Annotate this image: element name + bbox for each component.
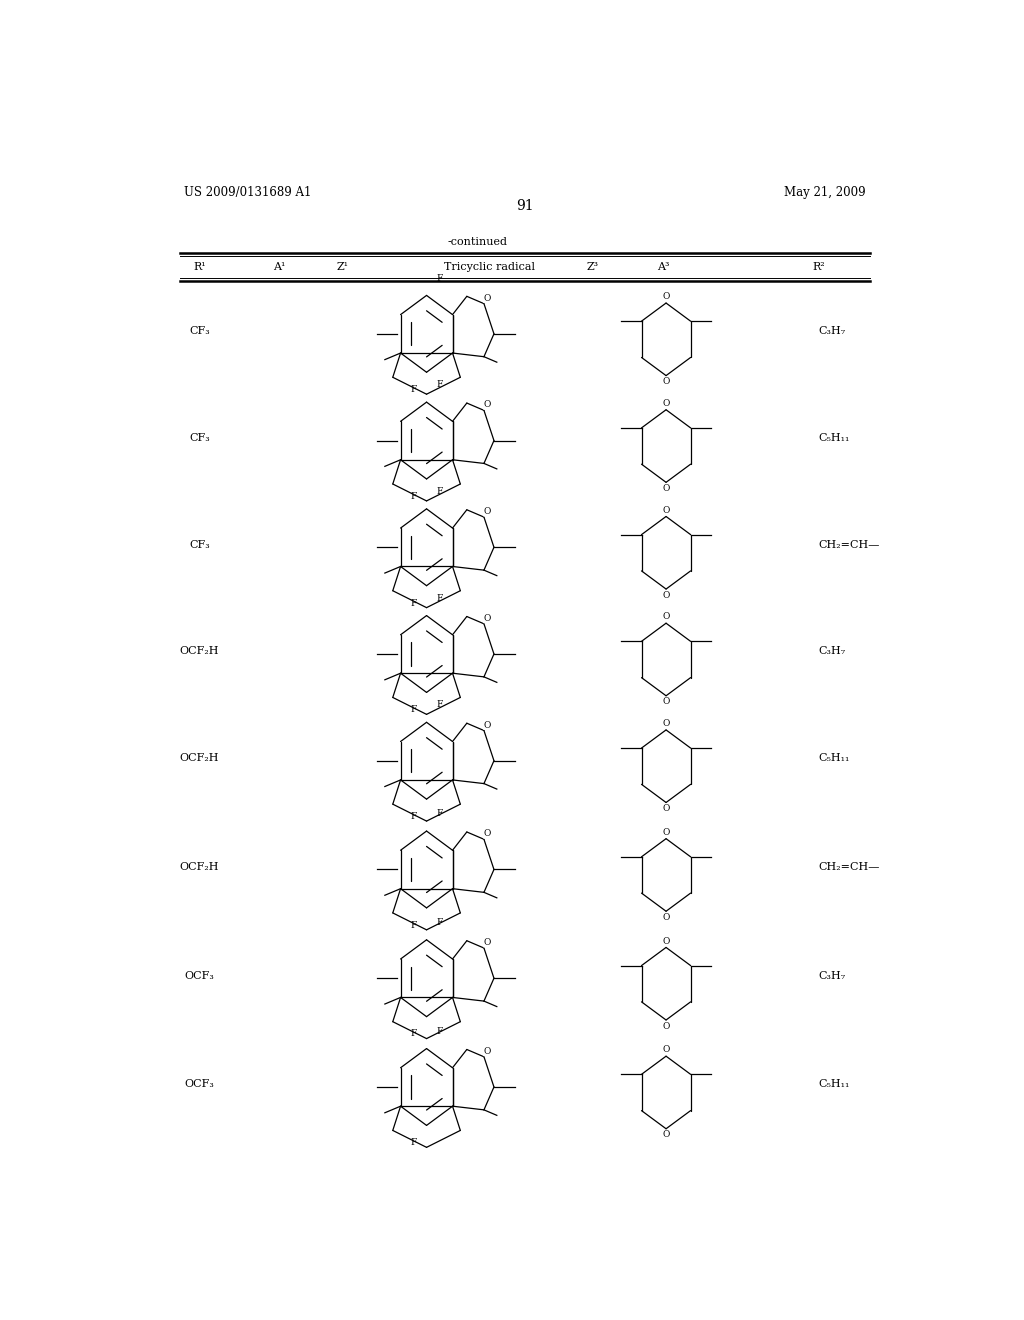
Text: O: O	[483, 1047, 492, 1056]
Text: F: F	[436, 917, 442, 927]
Text: O: O	[663, 399, 670, 408]
Text: F: F	[411, 385, 417, 395]
Text: O: O	[663, 506, 670, 515]
Text: O: O	[663, 591, 670, 599]
Text: O: O	[663, 828, 670, 837]
Text: F: F	[411, 812, 417, 821]
Text: O: O	[483, 721, 492, 730]
Text: May 21, 2009: May 21, 2009	[784, 186, 866, 199]
Text: F: F	[436, 809, 442, 818]
Text: F: F	[411, 705, 417, 714]
Text: C₅H₁₁: C₅H₁₁	[818, 754, 850, 763]
Text: F: F	[436, 380, 442, 389]
Text: OCF₂H: OCF₂H	[179, 862, 219, 871]
Text: -continued: -continued	[447, 236, 507, 247]
Text: F: F	[411, 598, 417, 607]
Text: CH₂=CH—: CH₂=CH—	[818, 540, 880, 549]
Text: O: O	[663, 719, 670, 729]
Text: C₃H₇: C₃H₇	[818, 647, 846, 656]
Text: F: F	[411, 921, 417, 929]
Text: F: F	[411, 1138, 417, 1147]
Text: R¹: R¹	[194, 263, 206, 272]
Text: O: O	[663, 1022, 670, 1031]
Text: O: O	[663, 1130, 670, 1139]
Text: CF₃: CF₃	[189, 433, 210, 444]
Text: C₅H₁₁: C₅H₁₁	[818, 1080, 850, 1089]
Text: C₃H₇: C₃H₇	[818, 970, 846, 981]
Text: F: F	[436, 701, 442, 709]
Text: O: O	[483, 293, 492, 302]
Text: R²: R²	[812, 263, 824, 272]
Text: OCF₂H: OCF₂H	[179, 647, 219, 656]
Text: O: O	[663, 804, 670, 813]
Text: CF₃: CF₃	[189, 540, 210, 549]
Text: F: F	[411, 492, 417, 500]
Text: O: O	[483, 939, 492, 946]
Text: Tricyclic radical: Tricyclic radical	[443, 263, 535, 272]
Text: Z¹: Z¹	[336, 263, 348, 272]
Text: F: F	[436, 594, 442, 603]
Text: O: O	[663, 1045, 670, 1055]
Text: O: O	[483, 400, 492, 409]
Text: F: F	[436, 1027, 442, 1036]
Text: US 2009/0131689 A1: US 2009/0131689 A1	[183, 186, 311, 199]
Text: Z³: Z³	[586, 263, 598, 272]
Text: O: O	[663, 292, 670, 301]
Text: CH₂=CH—: CH₂=CH—	[818, 862, 880, 871]
Text: A³: A³	[657, 263, 670, 272]
Text: OCF₂H: OCF₂H	[179, 754, 219, 763]
Text: OCF₃: OCF₃	[184, 970, 214, 981]
Text: CF₃: CF₃	[189, 326, 210, 337]
Text: C₃H₇: C₃H₇	[818, 326, 846, 337]
Text: F: F	[436, 487, 442, 496]
Text: 91: 91	[516, 199, 534, 213]
Text: A¹: A¹	[272, 263, 285, 272]
Text: O: O	[663, 378, 670, 387]
Text: F: F	[411, 1030, 417, 1039]
Text: O: O	[663, 612, 670, 622]
Text: O: O	[663, 937, 670, 945]
Text: O: O	[483, 829, 492, 838]
Text: C₅H₁₁: C₅H₁₁	[818, 433, 850, 444]
Text: O: O	[663, 484, 670, 494]
Text: O: O	[663, 913, 670, 921]
Text: OCF₃: OCF₃	[184, 1080, 214, 1089]
Text: O: O	[483, 614, 492, 623]
Text: O: O	[663, 697, 670, 706]
Text: F: F	[436, 273, 442, 282]
Text: O: O	[483, 507, 492, 516]
